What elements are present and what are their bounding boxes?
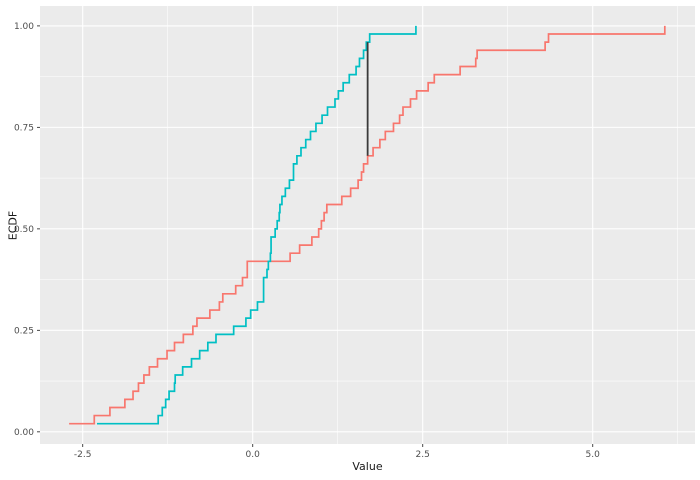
y-axis-title: ECDF [6, 210, 20, 241]
y-tick-label: 0.00 [14, 428, 34, 438]
x-tick-label: -2.5 [74, 450, 92, 460]
y-tick-label: 0.75 [14, 123, 34, 133]
x-tick-label: 0.0 [246, 450, 261, 460]
x-axis-title: Value [352, 460, 383, 473]
y-tick-label: 1.00 [14, 22, 34, 32]
ecdf-red-line [69, 25, 666, 425]
y-tick-label: 0.50 [14, 225, 34, 235]
ecdf-teal-line [96, 25, 417, 425]
x-tick-label: 2.5 [416, 450, 430, 460]
x-tick-label: 5.0 [586, 450, 601, 460]
y-tick-label: 0.25 [14, 326, 34, 336]
